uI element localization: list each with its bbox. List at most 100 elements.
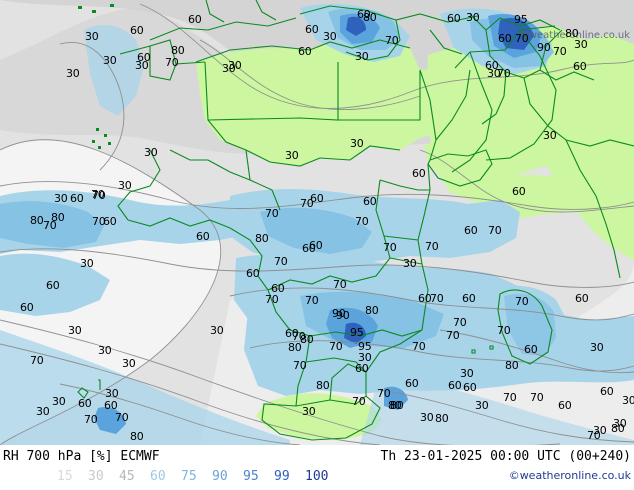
contour-label: 30 xyxy=(323,30,337,43)
map-watermark: ©weatheronline.co.uk xyxy=(518,30,630,41)
contour-label: 60 xyxy=(412,167,426,180)
contour-label: 30 xyxy=(420,411,434,424)
contour-label: 60 xyxy=(357,8,371,21)
contour-label: 80 xyxy=(171,44,185,57)
valid-time-stamp: Th 23-01-2025 00:00 UTC (00+240) xyxy=(380,449,631,464)
contour-label: 30 xyxy=(590,341,604,354)
contour-label: 70 xyxy=(165,56,179,69)
product-title: RH 700 hPa [%] ECMWF xyxy=(3,449,160,464)
contour-label: 70 xyxy=(446,329,460,342)
contour-label: 30 xyxy=(80,257,94,270)
contour-label: 70 xyxy=(453,316,467,329)
contour-label: 60 xyxy=(363,195,377,208)
contour-label: 60 xyxy=(305,23,319,36)
contour-label: 95 xyxy=(514,13,528,26)
contour-label: 70 xyxy=(412,340,426,353)
contour-label: 60 xyxy=(302,242,316,255)
contour-label: 30 xyxy=(68,324,82,337)
legend-tick-15[interactable]: 15 xyxy=(57,469,73,484)
contour-label: 80 xyxy=(51,211,65,224)
contour-label: 60 xyxy=(310,192,324,205)
contour-label: 70 xyxy=(265,293,279,306)
contour-label: 70 xyxy=(430,292,444,305)
weather-map-canvas[interactable]: ©weatheronline.co.uk 60 30 95 60 30 60 80 60 80 6… xyxy=(0,0,634,445)
footer-scale-row: 15 30 45 60 75 90 95 99 100 ©weatheronline.co.uk xyxy=(0,469,634,485)
contour-label: 95 xyxy=(358,340,372,353)
contour-label: 60 xyxy=(20,301,34,314)
contour-label: 80 xyxy=(435,412,449,425)
contour-label: 70 xyxy=(115,411,129,424)
contour-label: 70 xyxy=(553,45,567,58)
contour-label: 70 xyxy=(30,354,44,367)
copyright-label: ©weatheronline.co.uk xyxy=(508,469,631,482)
legend-tick-95[interactable]: 95 xyxy=(243,469,259,484)
contour-label: 30 xyxy=(350,137,364,150)
contour-label: 30 xyxy=(285,149,299,162)
contour-label: 30 xyxy=(574,38,588,51)
contour-label: 60 xyxy=(462,292,476,305)
contour-label: 70 xyxy=(329,340,343,353)
contour-label: 30 xyxy=(613,417,627,430)
contour-label: 70 xyxy=(383,241,397,254)
contour-label: 90 xyxy=(336,309,350,322)
contour-label: 70 xyxy=(305,294,319,307)
legend-tick-99[interactable]: 99 xyxy=(274,469,290,484)
contour-label: 70 xyxy=(377,387,391,400)
contour-label: 60 xyxy=(418,292,432,305)
contour-label: 70 xyxy=(265,207,279,220)
contour-label: 70 xyxy=(587,429,601,442)
contour-label: 60 xyxy=(271,282,285,295)
contour-label: 70 xyxy=(503,391,517,404)
contour-label: 60 xyxy=(600,385,614,398)
contour-label: 70 xyxy=(530,391,544,404)
contour-label: 60 xyxy=(78,397,92,410)
contour-label: 60 xyxy=(103,215,117,228)
contour-label: 70 xyxy=(300,197,314,210)
contour-label: 60 xyxy=(512,185,526,198)
map-footer: RH 700 hPa [%] ECMWF Th 23-01-2025 00:00… xyxy=(0,445,634,490)
contour-label: 60 xyxy=(309,239,323,252)
color-scale-legend[interactable]: 15 30 45 60 75 90 95 99 100 xyxy=(57,469,336,484)
contour-label: 60 xyxy=(355,362,369,375)
contour-label: 70 xyxy=(292,330,306,343)
contour-label: 70 xyxy=(515,32,529,45)
contour-label: 60 xyxy=(46,279,60,292)
contour-label: 70 xyxy=(293,359,307,372)
contour-label: 80 xyxy=(390,399,404,412)
legend-tick-45[interactable]: 45 xyxy=(119,469,135,484)
contour-label: 80 xyxy=(30,214,44,227)
contour-label: 60 xyxy=(188,13,202,26)
contour-label: 60 xyxy=(137,51,151,64)
contour-label: 30 xyxy=(355,50,369,63)
contour-label: 30 xyxy=(144,146,158,159)
contour-label: 70 xyxy=(274,255,288,268)
contour-label: 80 xyxy=(288,341,302,354)
legend-tick-30[interactable]: 30 xyxy=(88,469,104,484)
contour-label: 60 xyxy=(447,12,461,25)
contour-label: 70 xyxy=(488,224,502,237)
legend-tick-100[interactable]: 100 xyxy=(305,469,329,484)
contour-label: 60 xyxy=(485,59,499,72)
contour-label: 60 xyxy=(498,32,512,45)
contour-label: 70 xyxy=(515,295,529,308)
legend-tick-90[interactable]: 90 xyxy=(212,469,228,484)
contour-label: 30 xyxy=(54,192,68,205)
legend-tick-60[interactable]: 60 xyxy=(150,469,166,484)
contour-label: 80 xyxy=(565,27,579,40)
contour-label: 30 xyxy=(358,351,372,364)
contour-label: 60 xyxy=(575,292,589,305)
contour-label: 30 xyxy=(105,387,119,400)
contour-label: 60 xyxy=(130,24,144,37)
contour-label: 80 xyxy=(611,422,625,435)
legend-tick-75[interactable]: 75 xyxy=(181,469,197,484)
contour-label: 60 xyxy=(285,327,299,340)
contour-label: 30 xyxy=(228,59,242,72)
contour-label: 60 xyxy=(463,381,477,394)
contour-label: 80 xyxy=(505,359,519,372)
contour-label: 70 xyxy=(333,278,347,291)
contour-label: 80 xyxy=(300,333,314,346)
contour-label: 30 xyxy=(466,11,480,24)
contour-label: 70 xyxy=(91,188,105,201)
contour-label: 70 xyxy=(385,34,399,47)
